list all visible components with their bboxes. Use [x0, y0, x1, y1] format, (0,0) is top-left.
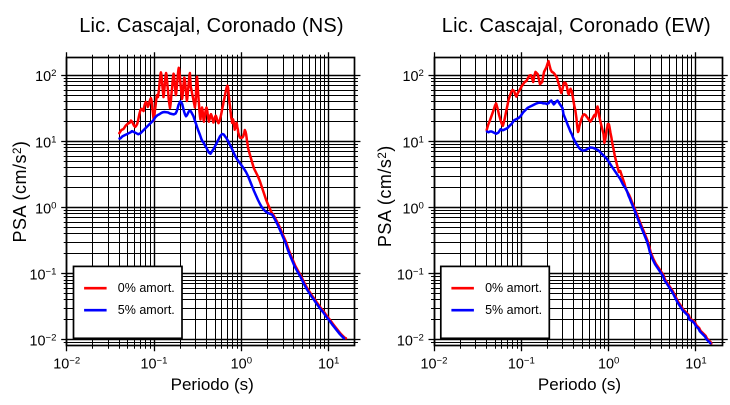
- svg-text:0% amort.: 0% amort.: [485, 281, 542, 295]
- svg-text:Periodo (s): Periodo (s): [538, 375, 621, 394]
- svg-text:Periodo (s): Periodo (s): [171, 375, 254, 394]
- svg-text:100: 100: [231, 356, 252, 373]
- svg-text:0% amort.: 0% amort.: [118, 281, 175, 295]
- svg-text:Lic. Cascajal, Coronado (EW): Lic. Cascajal, Coronado (EW): [442, 15, 711, 37]
- svg-text:100: 100: [402, 200, 423, 217]
- svg-text:5% amort.: 5% amort.: [118, 303, 175, 317]
- svg-text:101: 101: [318, 356, 339, 373]
- svg-text:Lic. Cascajal, Coronado (NS): Lic. Cascajal, Coronado (NS): [79, 15, 344, 37]
- svg-text:101: 101: [402, 134, 423, 151]
- svg-text:5% amort.: 5% amort.: [485, 303, 542, 317]
- svg-text:102: 102: [402, 68, 423, 85]
- svg-text:PSA (cm/s2): PSA (cm/s2): [375, 145, 395, 247]
- svg-text:PSA (cm/s2): PSA (cm/s2): [10, 141, 30, 243]
- svg-text:100: 100: [598, 356, 619, 373]
